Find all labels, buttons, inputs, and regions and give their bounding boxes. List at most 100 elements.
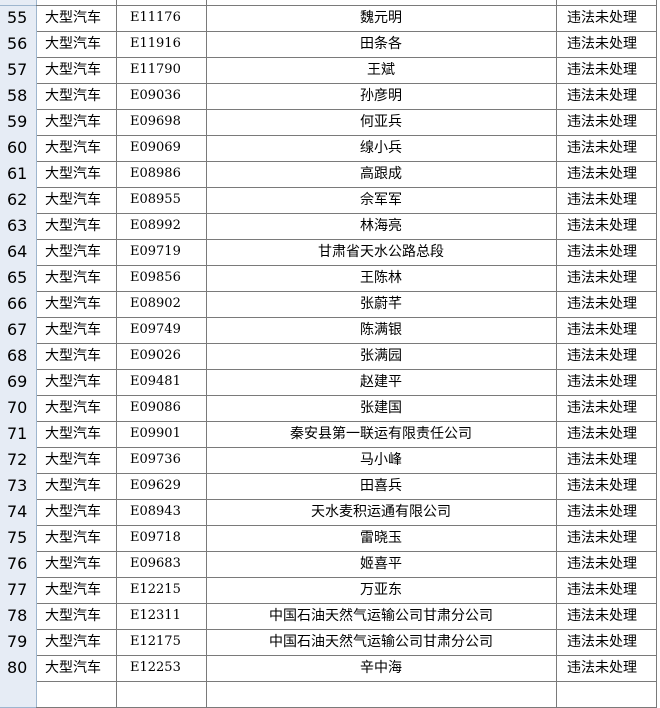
plate-number[interactable]: E12311: [116, 603, 207, 630]
status[interactable]: 违法未处理: [556, 31, 657, 58]
owner-name[interactable]: 马小峰: [206, 447, 557, 474]
plate-number[interactable]: E09086: [116, 395, 207, 422]
vehicle-type[interactable]: 大型汽车: [36, 213, 117, 240]
row-header[interactable]: 70: [0, 395, 37, 422]
vehicle-type[interactable]: 大型汽车: [36, 343, 117, 370]
row-header[interactable]: 71: [0, 421, 37, 448]
row-header[interactable]: 78: [0, 603, 37, 630]
status[interactable]: 违法未处理: [556, 109, 657, 136]
row-header[interactable]: 64: [0, 239, 37, 266]
status[interactable]: 违法未处理: [556, 655, 657, 682]
row-header[interactable]: 77: [0, 577, 37, 604]
owner-name[interactable]: 何亚兵: [206, 109, 557, 136]
vehicle-type[interactable]: 大型汽车: [36, 57, 117, 84]
vehicle-type[interactable]: 大型汽车: [36, 187, 117, 214]
owner-name[interactable]: 佘军军: [206, 187, 557, 214]
plate-number[interactable]: E12215: [116, 577, 207, 604]
status[interactable]: 违法未处理: [556, 213, 657, 240]
owner-name[interactable]: 王斌: [206, 57, 557, 84]
vehicle-type[interactable]: 大型汽车: [36, 421, 117, 448]
vehicle-type[interactable]: 大型汽车: [36, 317, 117, 344]
status[interactable]: 违法未处理: [556, 369, 657, 396]
owner-name[interactable]: 高跟成: [206, 161, 557, 188]
plate-number[interactable]: E09698: [116, 109, 207, 136]
vehicle-type[interactable]: 大型汽车: [36, 551, 117, 578]
vehicle-type[interactable]: 大型汽车: [36, 291, 117, 318]
status[interactable]: 违法未处理: [556, 499, 657, 526]
status[interactable]: 违法未处理: [556, 343, 657, 370]
row-header[interactable]: 61: [0, 161, 37, 188]
vehicle-type[interactable]: 大型汽车: [36, 577, 117, 604]
row-header[interactable]: 72: [0, 447, 37, 474]
plate-number[interactable]: E08902: [116, 291, 207, 318]
row-header[interactable]: 60: [0, 135, 37, 162]
row-header[interactable]: 76: [0, 551, 37, 578]
vehicle-type[interactable]: 大型汽车: [36, 239, 117, 266]
vehicle-type[interactable]: 大型汽车: [36, 83, 117, 110]
owner-name[interactable]: 中国石油天然气运输公司甘肃分公司: [206, 603, 557, 630]
row-header[interactable]: 79: [0, 629, 37, 656]
status[interactable]: 违法未处理: [556, 421, 657, 448]
vehicle-type[interactable]: 大型汽车: [36, 525, 117, 552]
owner-name[interactable]: 田条各: [206, 31, 557, 58]
row-header[interactable]: 73: [0, 473, 37, 500]
status[interactable]: 违法未处理: [556, 5, 657, 32]
plate-number[interactable]: E11176: [116, 5, 207, 32]
status[interactable]: 违法未处理: [556, 317, 657, 344]
owner-name[interactable]: 陈满银: [206, 317, 557, 344]
status[interactable]: 违法未处理: [556, 265, 657, 292]
vehicle-type[interactable]: 大型汽车: [36, 629, 117, 656]
vehicle-type[interactable]: 大型汽车: [36, 109, 117, 136]
vehicle-type[interactable]: 大型汽车: [36, 265, 117, 292]
owner-name[interactable]: 缐小兵: [206, 135, 557, 162]
status[interactable]: 违法未处理: [556, 239, 657, 266]
owner-name[interactable]: 秦安县第一联运有限责任公司: [206, 421, 557, 448]
plate-number[interactable]: E09069: [116, 135, 207, 162]
vehicle-type[interactable]: 大型汽车: [36, 655, 117, 682]
status[interactable]: 违法未处理: [556, 603, 657, 630]
owner-name[interactable]: 万亚东: [206, 577, 557, 604]
vehicle-type[interactable]: 大型汽车: [36, 161, 117, 188]
plate-number[interactable]: E09629: [116, 473, 207, 500]
row-header[interactable]: 62: [0, 187, 37, 214]
row-header[interactable]: 59: [0, 109, 37, 136]
status[interactable]: 违法未处理: [556, 525, 657, 552]
vehicle-type[interactable]: 大型汽车: [36, 473, 117, 500]
plate-number[interactable]: E09718: [116, 525, 207, 552]
owner-name[interactable]: 林海亮: [206, 213, 557, 240]
row-header[interactable]: 58: [0, 83, 37, 110]
vehicle-type[interactable]: 大型汽车: [36, 135, 117, 162]
vehicle-type[interactable]: 大型汽车: [36, 5, 117, 32]
row-header[interactable]: 68: [0, 343, 37, 370]
owner-name[interactable]: 田喜兵: [206, 473, 557, 500]
owner-name[interactable]: 张蔚芊: [206, 291, 557, 318]
status[interactable]: 违法未处理: [556, 83, 657, 110]
owner-name[interactable]: 姬喜平: [206, 551, 557, 578]
owner-name[interactable]: 中国石油天然气运输公司甘肃分公司: [206, 629, 557, 656]
row-header[interactable]: 74: [0, 499, 37, 526]
plate-number[interactable]: E09683: [116, 551, 207, 578]
vehicle-type[interactable]: 大型汽车: [36, 447, 117, 474]
status[interactable]: 违法未处理: [556, 473, 657, 500]
row-header[interactable]: 75: [0, 525, 37, 552]
owner-name[interactable]: 雷晓玉: [206, 525, 557, 552]
row-header[interactable]: 55: [0, 5, 37, 32]
vehicle-type[interactable]: 大型汽车: [36, 395, 117, 422]
vehicle-type[interactable]: 大型汽车: [36, 31, 117, 58]
status[interactable]: 违法未处理: [556, 551, 657, 578]
plate-number[interactable]: E09856: [116, 265, 207, 292]
row-header[interactable]: 67: [0, 317, 37, 344]
plate-number[interactable]: E09901: [116, 421, 207, 448]
plate-number[interactable]: E09749: [116, 317, 207, 344]
plate-number[interactable]: E09736: [116, 447, 207, 474]
owner-name[interactable]: 张建国: [206, 395, 557, 422]
row-header[interactable]: 65: [0, 265, 37, 292]
owner-name[interactable]: 赵建平: [206, 369, 557, 396]
plate-number[interactable]: E09481: [116, 369, 207, 396]
status[interactable]: 违法未处理: [556, 135, 657, 162]
status[interactable]: 违法未处理: [556, 629, 657, 656]
vehicle-type[interactable]: 大型汽车: [36, 499, 117, 526]
plate-number[interactable]: E08955: [116, 187, 207, 214]
owner-name[interactable]: 天水麦积运通有限公司: [206, 499, 557, 526]
plate-number[interactable]: E11790: [116, 57, 207, 84]
